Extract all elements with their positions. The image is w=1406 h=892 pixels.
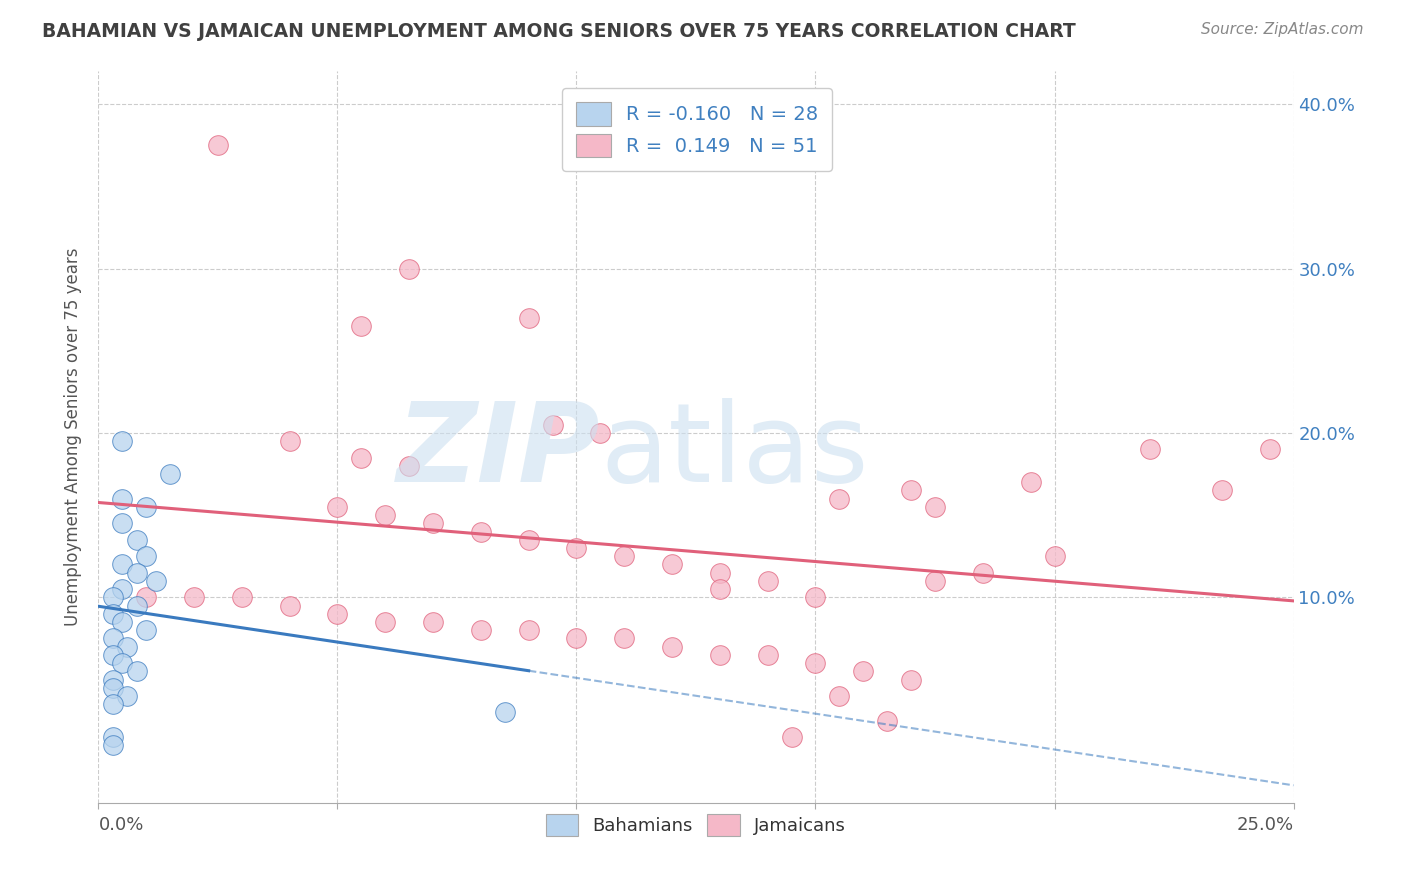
Legend: Bahamians, Jamaicans: Bahamians, Jamaicans [537,805,855,845]
Point [565,541,588,555]
Point [111,558,134,572]
Point [115,640,138,654]
Point [350,450,373,465]
Point [828,689,851,703]
Point [589,425,612,440]
Point [517,533,540,547]
Point [101,591,124,605]
Point [125,533,148,547]
Point [111,491,134,506]
Text: 0.0%: 0.0% [98,816,143,834]
Point [900,673,922,687]
Point [661,640,683,654]
Point [111,434,134,449]
Point [565,632,588,646]
Text: atlas: atlas [600,398,869,505]
Point [876,714,898,728]
Point [278,599,301,613]
Point [111,615,134,629]
Point [101,730,124,744]
Point [517,310,540,325]
Y-axis label: Unemployment Among Seniors over 75 years: Unemployment Among Seniors over 75 years [63,248,82,626]
Point [101,681,124,695]
Point [135,549,157,564]
Point [101,607,124,621]
Point [804,591,827,605]
Point [422,615,444,629]
Point [278,434,301,449]
Point [613,632,636,646]
Text: 25.0%: 25.0% [1236,816,1294,834]
Point [709,582,731,596]
Point [101,739,124,753]
Point [470,624,492,638]
Point [541,417,564,432]
Point [1139,442,1161,457]
Point [183,591,205,605]
Point [1019,475,1042,490]
Point [111,516,134,531]
Point [101,673,124,687]
Point [422,516,444,531]
Point [111,582,134,596]
Point [326,500,349,514]
Point [756,574,779,588]
Point [101,632,124,646]
Point [924,574,946,588]
Point [756,648,779,662]
Point [101,648,124,662]
Point [111,656,134,670]
Point [374,508,396,523]
Point [101,697,124,711]
Point [125,599,148,613]
Point [972,566,994,580]
Point [350,319,373,334]
Point [494,706,516,720]
Point [135,500,157,514]
Point [159,467,181,481]
Point [804,656,827,670]
Point [852,665,875,679]
Point [135,591,157,605]
Point [398,458,420,473]
Point [900,483,922,498]
Point [374,615,396,629]
Point [661,558,683,572]
Point [924,500,946,514]
Point [1211,483,1233,498]
Point [125,665,148,679]
Point [1258,442,1281,457]
Text: ZIP: ZIP [396,398,600,505]
Point [135,624,157,638]
Text: Source: ZipAtlas.com: Source: ZipAtlas.com [1201,22,1364,37]
Point [828,491,851,506]
Point [517,624,540,638]
Point [115,689,138,703]
Point [709,648,731,662]
Point [231,591,253,605]
Point [470,524,492,539]
Point [398,261,420,276]
Point [125,566,148,580]
Point [207,138,229,153]
Point [1043,549,1066,564]
Point [709,566,731,580]
Text: BAHAMIAN VS JAMAICAN UNEMPLOYMENT AMONG SENIORS OVER 75 YEARS CORRELATION CHART: BAHAMIAN VS JAMAICAN UNEMPLOYMENT AMONG … [42,22,1076,41]
Point [613,549,636,564]
Point [780,730,803,744]
Point [326,607,349,621]
Point [145,574,167,588]
